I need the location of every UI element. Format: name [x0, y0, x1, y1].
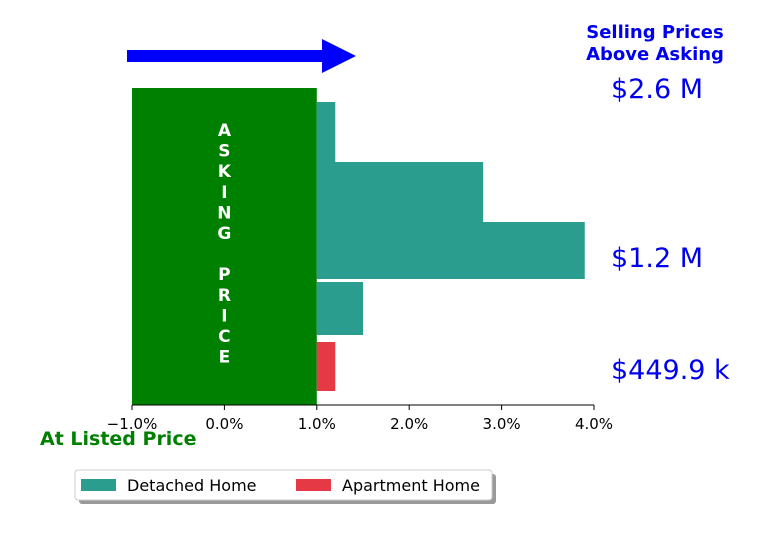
apartment-home-bar [316, 342, 336, 391]
asking-price-letter: C [218, 327, 230, 347]
legend-swatch [296, 479, 331, 491]
x-tick-label: 4.0% [575, 415, 613, 433]
asking-price-letter: E [219, 348, 231, 368]
asking-price-band [132, 88, 317, 405]
legend-label: Detached Home [127, 476, 257, 495]
right-arrow-icon [127, 39, 356, 73]
asking-price-letter: P [218, 265, 230, 285]
x-tick-label: −1.0% [107, 415, 158, 433]
legend: Detached Home Apartment Home [74, 469, 496, 504]
price-label: $449.9 k [611, 355, 730, 386]
asking-price-letter: N [217, 203, 231, 223]
x-axis: −1.0% 0.0% 1.0% 2.0% 3.0% 4.0% [107, 404, 613, 433]
detached-home-bar [316, 102, 336, 162]
asking-price-letter: R [218, 286, 231, 306]
corner-title-line: Above Asking [586, 44, 724, 65]
bars-layer [132, 88, 585, 405]
legend-label: Apartment Home [342, 476, 480, 495]
x-tick-label: 3.0% [483, 415, 521, 433]
asking-price-letter: S [218, 142, 230, 162]
price-label: $1.2 M [611, 243, 703, 274]
detached-home-bar [316, 222, 585, 279]
x-tick-label: 1.0% [298, 415, 336, 433]
at-listed-price-label: At Listed Price [40, 428, 196, 450]
asking-price-letter: I [221, 306, 227, 326]
asking-price-letter: G [217, 224, 231, 244]
corner-title-line: Selling Prices [586, 22, 723, 43]
x-tick-label: 2.0% [390, 415, 428, 433]
legend-box [74, 469, 493, 501]
legend-swatch [81, 479, 116, 491]
detached-home-bar [316, 162, 484, 222]
asking-price-letter: K [218, 162, 232, 182]
asking-price-letter: I [221, 183, 227, 203]
price-label: $2.6 M [611, 74, 703, 105]
detached-home-bar [316, 282, 363, 335]
asking-price-letter: A [218, 121, 232, 141]
x-tick-label: 0.0% [205, 415, 243, 433]
